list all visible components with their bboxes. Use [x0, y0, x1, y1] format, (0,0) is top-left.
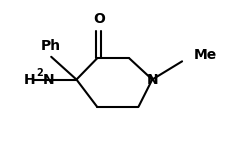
Text: N: N: [43, 73, 55, 87]
Text: N: N: [146, 73, 158, 87]
Text: 2: 2: [36, 69, 43, 78]
Text: O: O: [94, 12, 105, 26]
Text: Me: Me: [194, 48, 217, 62]
Text: Ph: Ph: [41, 39, 61, 53]
Text: H: H: [24, 73, 35, 87]
